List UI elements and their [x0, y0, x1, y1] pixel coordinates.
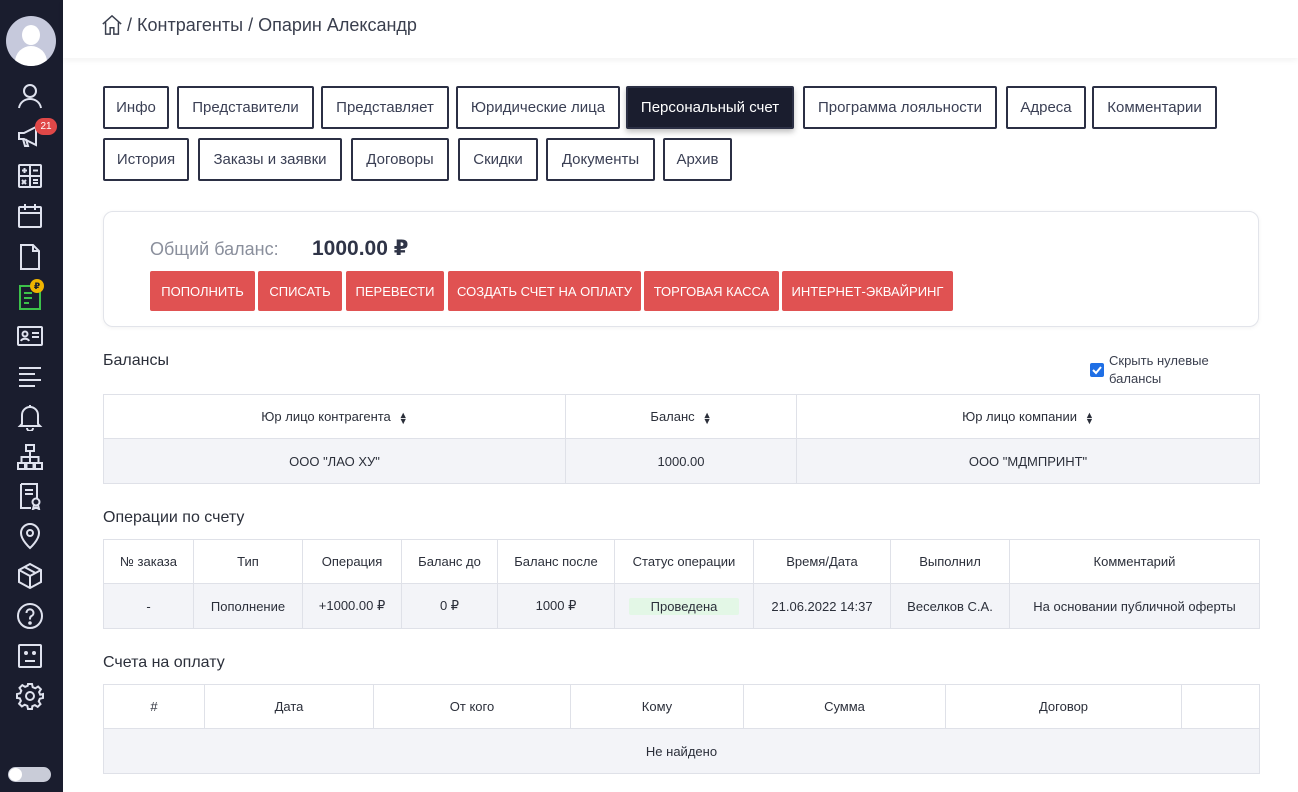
transfer-button[interactable]: ПЕРЕВЕСТИ — [346, 271, 444, 311]
column-header: № заказа — [103, 539, 194, 584]
calendar-icon[interactable] — [15, 201, 45, 231]
total-balance-label: Общий баланс: — [150, 239, 279, 259]
column-header: # — [103, 684, 205, 729]
document-icon[interactable] — [15, 242, 45, 272]
gear-icon[interactable] — [15, 681, 45, 711]
table-cell: На основании публичной оферты — [1009, 583, 1260, 629]
create-invoice-button[interactable]: СОЗДАТЬ СЧЕТ НА ОПЛАТУ — [448, 271, 641, 311]
breadcrumb-counterparties[interactable]: Контрагенты — [137, 14, 244, 35]
balances-title: Балансы — [103, 352, 169, 369]
column-header: Выполнил — [890, 539, 1010, 584]
table-row[interactable]: - Пополнение +1000.00 ₽ 0 ₽ 1000 ₽ Прове… — [103, 583, 1260, 629]
table-cell: Пополнение — [193, 583, 303, 629]
tab-info[interactable]: Инфо — [103, 86, 169, 129]
cash-register-button[interactable]: ТОРГОВАЯ КАССА — [644, 271, 779, 311]
sort-icon: ▲ ▼ — [398, 409, 408, 426]
org-structure-icon[interactable] — [15, 442, 45, 472]
balance-card: Общий баланс: 1000.00 ₽ ПОПОЛНИТЬ СПИСАТ… — [103, 211, 1259, 327]
table-cell: ООО "ЛАО ХУ" — [103, 438, 566, 484]
avatar[interactable] — [6, 16, 56, 66]
column-header[interactable]: Юр лицо компании ▲ ▼ — [796, 394, 1260, 439]
ruble-badge: ₽ — [30, 279, 44, 293]
bell-icon[interactable] — [15, 402, 45, 432]
tab-represents[interactable]: Представляет — [321, 86, 449, 129]
id-card-icon[interactable] — [15, 321, 45, 351]
table-cell: 21.06.2022 14:37 — [753, 583, 891, 629]
tab-loyalty-program[interactable]: Программа лояльности — [803, 86, 997, 129]
tab-personal-account[interactable]: Персональный счет — [626, 86, 794, 129]
robot-icon[interactable] — [15, 641, 45, 671]
tab-history[interactable]: История — [103, 138, 189, 181]
total-balance-value: 1000.00 ₽ — [312, 237, 409, 260]
hide-zero-label: Скрыть нулевые балансы — [1109, 353, 1209, 386]
table-cell: 1000.00 — [565, 438, 797, 484]
table-cell: Веселков С.А. — [890, 583, 1010, 629]
tab-contracts[interactable]: Договоры — [351, 138, 449, 181]
tab-documents[interactable]: Документы — [546, 138, 655, 181]
operations-title: Операции по счету — [103, 509, 245, 526]
breadcrumb-current: Опарин Александр — [258, 14, 417, 35]
empty-message: Не найдено — [103, 728, 1260, 774]
tab-orders[interactable]: Заказы и заявки — [198, 138, 342, 181]
breadcrumb-separator: / — [248, 14, 254, 35]
tab-legal-entities[interactable]: Юридические лица — [456, 86, 620, 129]
column-header: Сумма — [743, 684, 946, 729]
column-header: Дата — [204, 684, 374, 729]
tab-comments[interactable]: Комментарии — [1092, 86, 1217, 129]
certificate-icon[interactable] — [15, 481, 45, 511]
header: / Контрагенты / Опарин Александр — [63, 0, 1298, 58]
balances-table: Юр лицо контрагента ▲ ▼ Баланс ▲ ▼ Юр лицо к… — [103, 394, 1260, 484]
theme-toggle[interactable] — [8, 767, 51, 782]
user-icon[interactable] — [15, 81, 45, 111]
write-off-button[interactable]: СПИСАТЬ — [258, 271, 342, 311]
table-row[interactable]: ООО "ЛАО ХУ" 1000.00 ООО "МДМПРИНТ" — [103, 438, 1260, 484]
table-cell: ООО "МДМПРИНТ" — [796, 438, 1260, 484]
column-header — [1181, 684, 1260, 729]
list-icon[interactable] — [15, 362, 45, 392]
breadcrumb: / Контрагенты / Опарин Александр — [101, 14, 417, 36]
column-header: Баланс после — [497, 539, 615, 584]
column-header: Время/Дата — [753, 539, 891, 584]
column-header: Кому — [570, 684, 744, 729]
column-header: Договор — [945, 684, 1182, 729]
table-cell: 1000 ₽ — [497, 583, 615, 629]
sort-icon: ▲ ▼ — [702, 409, 712, 426]
operations-table: № заказа Тип Операция Баланс до Баланс п… — [103, 539, 1260, 629]
table-cell: 0 ₽ — [401, 583, 498, 629]
column-header: Тип — [193, 539, 303, 584]
column-header: Баланс до — [401, 539, 498, 584]
status-badge: Проведена — [628, 597, 740, 615]
calculator-icon[interactable] — [15, 161, 45, 191]
table-cell: - — [103, 583, 194, 629]
column-header: Статус операции — [614, 539, 754, 584]
tab-representatives[interactable]: Представители — [177, 86, 314, 129]
top-up-button[interactable]: ПОПОЛНИТЬ — [150, 271, 255, 311]
table-cell: Проведена — [614, 583, 754, 629]
tab-discounts[interactable]: Скидки — [458, 138, 538, 181]
notification-badge: 21 — [35, 118, 57, 135]
breadcrumb-separator: / — [127, 14, 133, 35]
empty-row: Не найдено — [103, 728, 1260, 774]
tab-archive[interactable]: Архив — [663, 138, 732, 181]
home-icon[interactable] — [101, 14, 123, 36]
box-icon[interactable] — [15, 561, 45, 591]
column-header: От кого — [373, 684, 571, 729]
internet-acquiring-button[interactable]: ИНТЕРНЕТ-ЭКВАЙРИНГ — [782, 271, 953, 311]
column-header: Комментарий — [1009, 539, 1260, 584]
help-icon[interactable] — [15, 601, 45, 631]
megaphone-icon[interactable] — [15, 121, 45, 151]
column-header: Операция — [302, 539, 402, 584]
location-icon[interactable] — [15, 521, 45, 551]
column-header[interactable]: Юр лицо контрагента ▲ ▼ — [103, 394, 566, 439]
invoices-title: Счета на оплату — [103, 654, 225, 671]
hide-zero-checkbox[interactable] — [1090, 363, 1104, 377]
tab-addresses[interactable]: Адреса — [1006, 86, 1086, 129]
invoices-table: # Дата От кого Кому Сумма Договор Не най… — [103, 684, 1260, 774]
sidebar: 21 ₽ — [0, 0, 63, 792]
table-cell: +1000.00 ₽ — [302, 583, 402, 629]
sort-icon: ▲ ▼ — [1085, 409, 1094, 426]
column-header[interactable]: Баланс ▲ ▼ — [565, 394, 797, 439]
